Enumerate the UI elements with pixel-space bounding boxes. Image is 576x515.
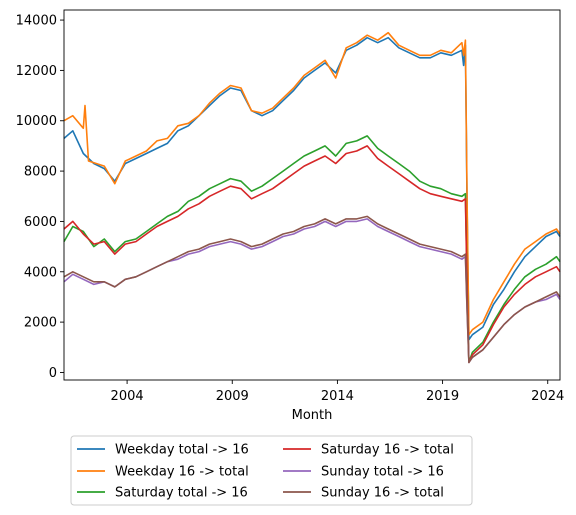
y-tick-label: 8000 [24,165,57,180]
x-tick-label: 2014 [321,389,354,404]
legend-label: Saturday 16 -> total [321,443,454,458]
legend-label: Sunday 16 -> total [321,486,444,501]
series-line-6 [63,215,561,364]
legend-label: Weekday 16 -> total [115,465,249,480]
y-tick-label: 10000 [16,114,57,129]
y-tick-label: 4000 [24,265,57,280]
series-layer [63,31,561,364]
x-axis-label: Month [292,408,333,423]
plot-frame [63,9,561,381]
series-line-4 [63,145,561,364]
legend-box [70,435,473,506]
x-tick-label: 2024 [531,389,564,404]
legend: Weekday total -> 16 Weekday 16 -> total Sa… [70,435,473,506]
x-tick-label: 2009 [216,389,249,404]
series-line-2 [63,31,561,336]
y-axis: 0 2000 4000 6000 8000 10000 12000 14000 [16,14,64,381]
legend-label: Weekday total -> 16 [115,443,249,458]
series-line-1 [63,36,561,341]
x-axis: 2004 2009 2014 2019 2024 [111,380,564,404]
x-tick-label: 2019 [426,389,459,404]
y-tick-label: 0 [49,366,57,381]
legend-label: Sunday total -> 16 [321,465,444,480]
series-line-3 [63,135,561,364]
legend-label: Saturday total -> 16 [115,486,248,501]
y-tick-label: 2000 [24,316,57,331]
y-tick-label: 6000 [24,215,57,230]
x-tick-label: 2004 [111,389,144,404]
y-tick-label: 12000 [16,64,57,79]
y-tick-label: 14000 [16,14,57,29]
